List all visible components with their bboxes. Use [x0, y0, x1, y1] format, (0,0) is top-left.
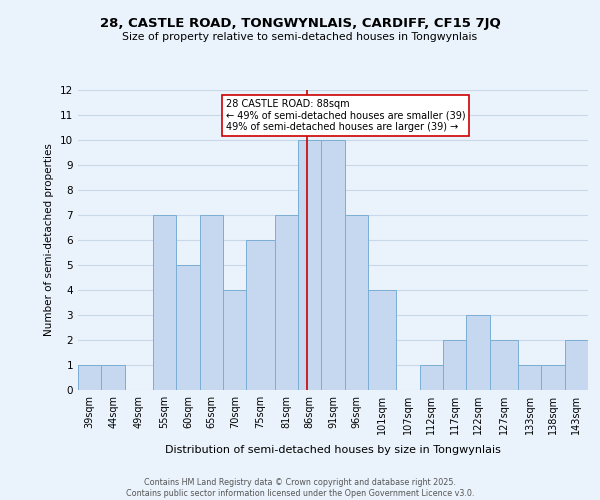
- Bar: [101, 365, 125, 390]
- Bar: [419, 365, 443, 390]
- Bar: [247, 240, 275, 390]
- Bar: [443, 340, 466, 390]
- Bar: [322, 140, 344, 390]
- Bar: [200, 215, 223, 390]
- Bar: [78, 365, 101, 390]
- Y-axis label: Number of semi-detached properties: Number of semi-detached properties: [44, 144, 55, 336]
- Text: Contains HM Land Registry data © Crown copyright and database right 2025.
Contai: Contains HM Land Registry data © Crown c…: [126, 478, 474, 498]
- Text: 28 CASTLE ROAD: 88sqm
← 49% of semi-detached houses are smaller (39)
49% of semi: 28 CASTLE ROAD: 88sqm ← 49% of semi-deta…: [226, 99, 466, 132]
- Bar: [153, 215, 176, 390]
- Bar: [518, 365, 541, 390]
- Bar: [176, 265, 200, 390]
- Bar: [368, 290, 396, 390]
- Bar: [223, 290, 247, 390]
- Bar: [490, 340, 518, 390]
- Bar: [466, 315, 490, 390]
- X-axis label: Distribution of semi-detached houses by size in Tongwynlais: Distribution of semi-detached houses by …: [165, 446, 501, 456]
- Bar: [541, 365, 565, 390]
- Text: 28, CASTLE ROAD, TONGWYNLAIS, CARDIFF, CF15 7JQ: 28, CASTLE ROAD, TONGWYNLAIS, CARDIFF, C…: [100, 18, 500, 30]
- Bar: [565, 340, 588, 390]
- Bar: [344, 215, 368, 390]
- Bar: [275, 215, 298, 390]
- Bar: [298, 140, 322, 390]
- Text: Size of property relative to semi-detached houses in Tongwynlais: Size of property relative to semi-detach…: [122, 32, 478, 42]
